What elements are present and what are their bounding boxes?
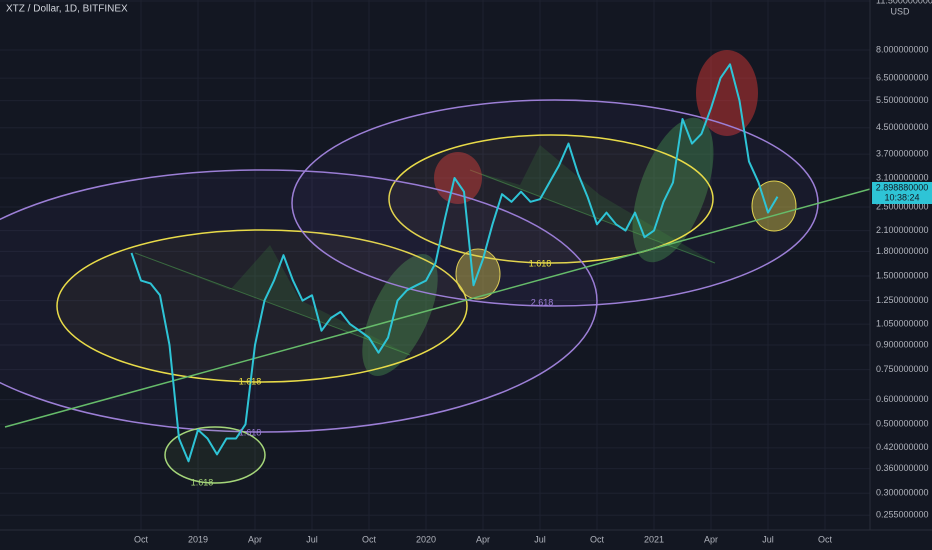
y-tick-label: 0.750000000 (876, 364, 929, 374)
zone (632, 117, 714, 263)
fib-line (469, 169, 716, 264)
last-price: 2.898880000 (876, 182, 929, 192)
price-line (130, 63, 779, 463)
x-tick-label: Apr (704, 534, 718, 544)
x-tick-label: 2020 (416, 534, 436, 544)
x-tick-label: Oct (818, 534, 833, 544)
y-tick-label: 0.600000000 (876, 394, 929, 404)
fib-label: 1.618 (239, 376, 262, 386)
price-axis (870, 0, 932, 530)
x-tick-label: Oct (134, 534, 149, 544)
plot (130, 63, 779, 463)
y-tick-label: 1.050000000 (876, 319, 929, 329)
x-tick-label: Oct (362, 534, 377, 544)
x-tick-label: Apr (476, 534, 490, 544)
x-tick-label: Jul (534, 534, 546, 544)
y-tick-label: 8.000000000 (876, 44, 929, 54)
y-tick-label: 4.500000000 (876, 122, 929, 132)
y-tick-label: 0.255000000 (876, 510, 929, 520)
y-tick-label: 0.500000000 (876, 419, 929, 429)
y-tick-label: 3.100000000 (876, 172, 929, 182)
y-tick-label: 1.250000000 (876, 295, 929, 305)
y-tick-label: 2.500000000 (876, 201, 929, 211)
drawings (0, 50, 932, 484)
fib-label: 1.618 (239, 427, 262, 437)
y-tick-label: 1.800000000 (876, 246, 929, 256)
ellipse (164, 426, 266, 484)
y-tick-label: 5.500000000 (876, 95, 929, 105)
chart-title: XTZ / Dollar, 1D, BITFINEX (6, 4, 128, 15)
y-tick-label: 0.900000000 (876, 339, 929, 349)
price-tag (872, 182, 932, 204)
ellipse (388, 134, 714, 264)
axes: 11.500000000 8.000000000 6.500000000 5.5000… (134, 0, 932, 544)
x-tick-label: Jul (306, 534, 318, 544)
grid (0, 0, 870, 530)
y-tick-label: 0.300000000 (876, 488, 929, 498)
fib-label: 1.618 (191, 477, 214, 487)
annotations: 1.618 2.618 1.618 1.618 1.618 (191, 258, 554, 487)
y-tick-label: 11.500000000 (876, 0, 932, 5)
x-tick-label: 2021 (644, 534, 664, 544)
fib-label: 2.618 (531, 297, 554, 307)
x-tick-label: 2019 (188, 534, 208, 544)
y-tick-label: 0.360000000 (876, 463, 929, 473)
x-tick-label: Apr (248, 534, 262, 544)
x-tick-label: Jul (762, 534, 774, 544)
y-tick-label: 2.100000000 (876, 225, 929, 235)
fib-zone (470, 145, 715, 263)
currency: USD (890, 6, 910, 16)
y-tick-label: 0.420000000 (876, 442, 929, 452)
ellipse (56, 229, 468, 383)
fib-label: 1.618 (529, 258, 552, 268)
y-tick-label: 6.500000000 (876, 72, 929, 82)
y-tick-label: 1.500000000 (876, 270, 929, 280)
countdown: 10:38:24 (884, 192, 919, 202)
trend-line (4, 171, 932, 428)
fib-line (134, 252, 411, 356)
x-tick-label: Oct (590, 534, 605, 544)
ellipse (0, 169, 598, 433)
fib-zone (135, 245, 410, 355)
y-tick-label: 3.700000000 (876, 149, 929, 159)
